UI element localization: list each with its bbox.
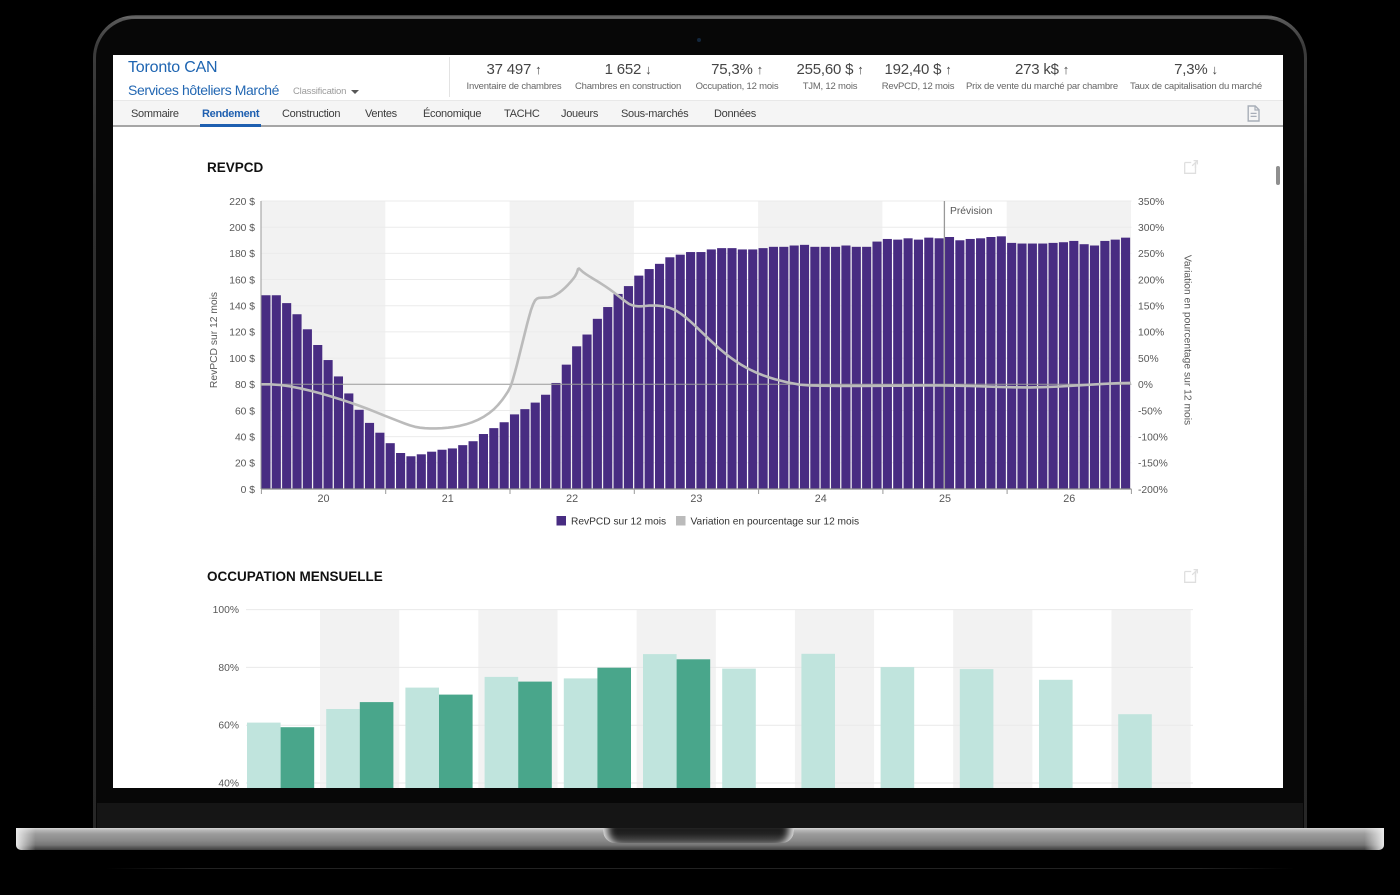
svg-text:80%: 80% (218, 663, 239, 674)
svg-text:100%: 100% (213, 605, 239, 616)
svg-text:OCCUPATION MENSUELLE: OCCUPATION MENSUELLE (207, 569, 383, 584)
svg-text:RevPCD sur 12 mois: RevPCD sur 12 mois (209, 292, 220, 388)
svg-text:40%: 40% (218, 779, 239, 789)
svg-text:140 $: 140 $ (229, 302, 255, 313)
svg-text:300%: 300% (1138, 223, 1164, 234)
svg-text:23: 23 (690, 493, 702, 505)
svg-text:100%: 100% (1138, 328, 1164, 339)
svg-text:-200%: -200% (1138, 485, 1168, 496)
svg-text:Variation en pourcentage sur 1: Variation en pourcentage sur 12 mois (1182, 255, 1193, 425)
svg-text:160 $: 160 $ (229, 275, 255, 286)
svg-text:220 $: 220 $ (229, 197, 255, 208)
svg-text:REVPCD: REVPCD (207, 160, 264, 175)
svg-text:0 $: 0 $ (241, 485, 256, 496)
svg-text:350%: 350% (1138, 197, 1164, 208)
svg-text:200 $: 200 $ (229, 223, 255, 234)
svg-text:180 $: 180 $ (229, 249, 255, 260)
svg-text:22: 22 (566, 493, 578, 505)
svg-text:20: 20 (317, 493, 329, 505)
svg-text:RevPCD sur 12 mois: RevPCD sur 12 mois (571, 517, 666, 528)
svg-text:60 $: 60 $ (235, 406, 255, 417)
svg-text:-100%: -100% (1138, 432, 1168, 443)
svg-text:Prévision: Prévision (950, 206, 993, 217)
svg-text:100 $: 100 $ (229, 354, 255, 365)
svg-text:26: 26 (1063, 493, 1075, 505)
svg-text:50%: 50% (1138, 354, 1159, 365)
svg-text:60%: 60% (218, 721, 239, 732)
svg-text:-150%: -150% (1138, 459, 1168, 470)
svg-text:0%: 0% (1138, 380, 1153, 391)
svg-text:24: 24 (815, 493, 827, 505)
svg-text:200%: 200% (1138, 275, 1164, 286)
svg-text:150%: 150% (1138, 302, 1164, 313)
svg-text:80 $: 80 $ (235, 380, 255, 391)
svg-text:21: 21 (442, 493, 454, 505)
svg-text:25: 25 (939, 493, 951, 505)
svg-text:120 $: 120 $ (229, 328, 255, 339)
svg-text:40 $: 40 $ (235, 432, 255, 443)
svg-text:20 $: 20 $ (235, 459, 255, 470)
svg-text:250%: 250% (1138, 249, 1164, 260)
svg-text:-50%: -50% (1138, 406, 1162, 417)
svg-text:Variation en pourcentage sur 1: Variation en pourcentage sur 12 mois (691, 517, 860, 528)
